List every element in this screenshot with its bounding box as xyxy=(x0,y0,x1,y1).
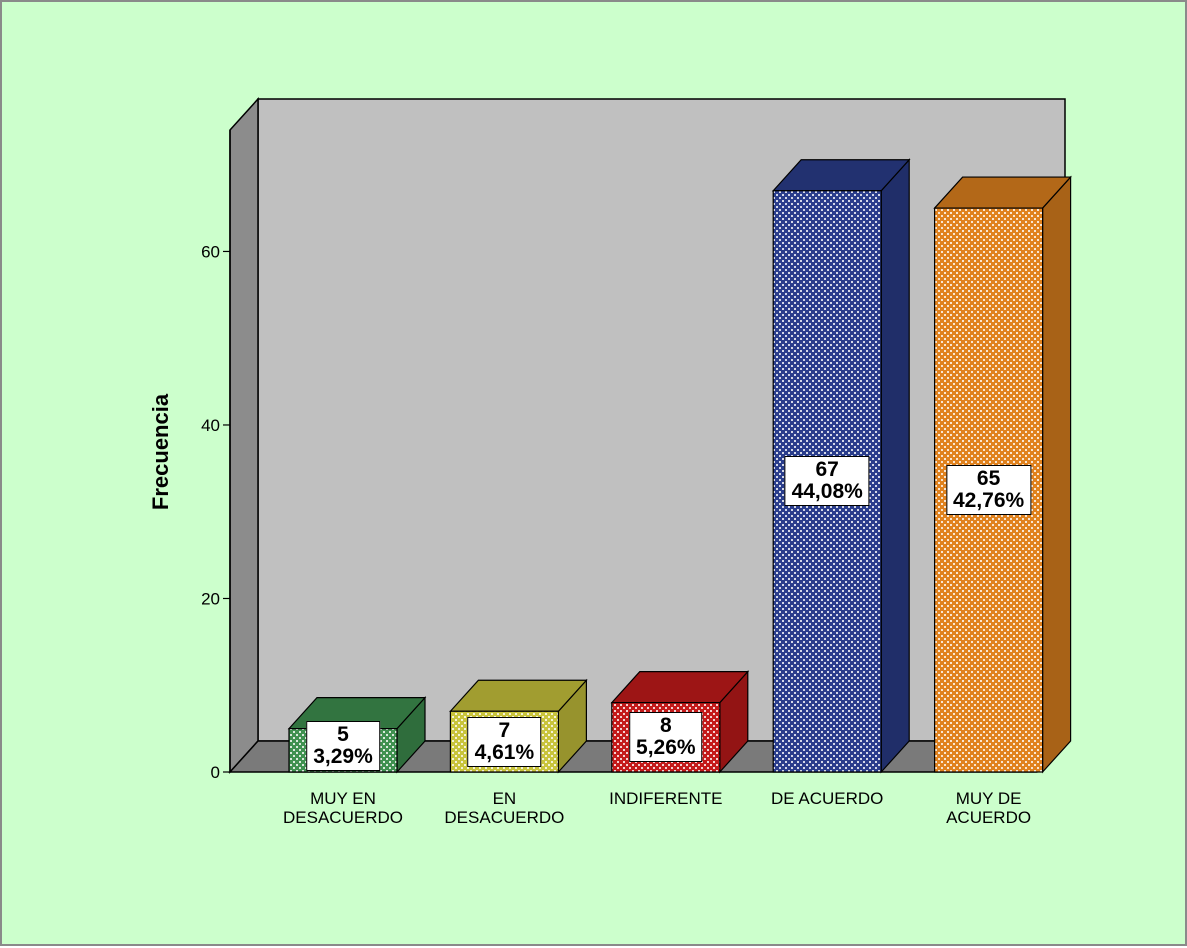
x-tick-label: MUY EN DESACUERDO xyxy=(283,789,403,827)
x-tick-label: INDIFERENTE xyxy=(609,789,723,808)
bar-side xyxy=(880,158,910,774)
y-axis-label: Frecuencia xyxy=(148,393,173,510)
data-label-count: 67 xyxy=(815,458,839,482)
data-label-count: 7 xyxy=(498,718,511,742)
data-label: 7 4,61% xyxy=(467,716,542,767)
data-label-percent: 5,26% xyxy=(636,736,696,760)
x-tick-label: DE ACUERDO xyxy=(770,789,884,808)
data-label: 65 42,76% xyxy=(945,465,1032,516)
data-label-count: 8 xyxy=(659,714,672,738)
y-tick-label: 40 xyxy=(201,416,220,435)
data-label-percent: 4,61% xyxy=(474,740,535,764)
data-label-percent: 44,08% xyxy=(791,480,863,504)
x-tick-label: MUY DE ACUERDO xyxy=(946,789,1032,827)
data-label-percent: 42,76% xyxy=(952,489,1025,513)
data-label: 5 3,29% xyxy=(306,721,380,771)
data-label-count: 65 xyxy=(976,467,1001,491)
data-label-count: 5 xyxy=(337,723,349,746)
data-label: 67 44,08% xyxy=(784,456,870,507)
x-tick-label: EN DESACUERDO xyxy=(444,789,565,827)
bar-side xyxy=(1041,175,1072,774)
data-label-percent: 3,29% xyxy=(313,745,373,768)
y-tick-label: 20 xyxy=(201,589,220,608)
y-tick-label: 60 xyxy=(201,242,220,261)
y-tick-label: 0 xyxy=(211,763,220,782)
side-wall xyxy=(229,97,259,774)
data-label: 8 5,26% xyxy=(629,712,703,763)
